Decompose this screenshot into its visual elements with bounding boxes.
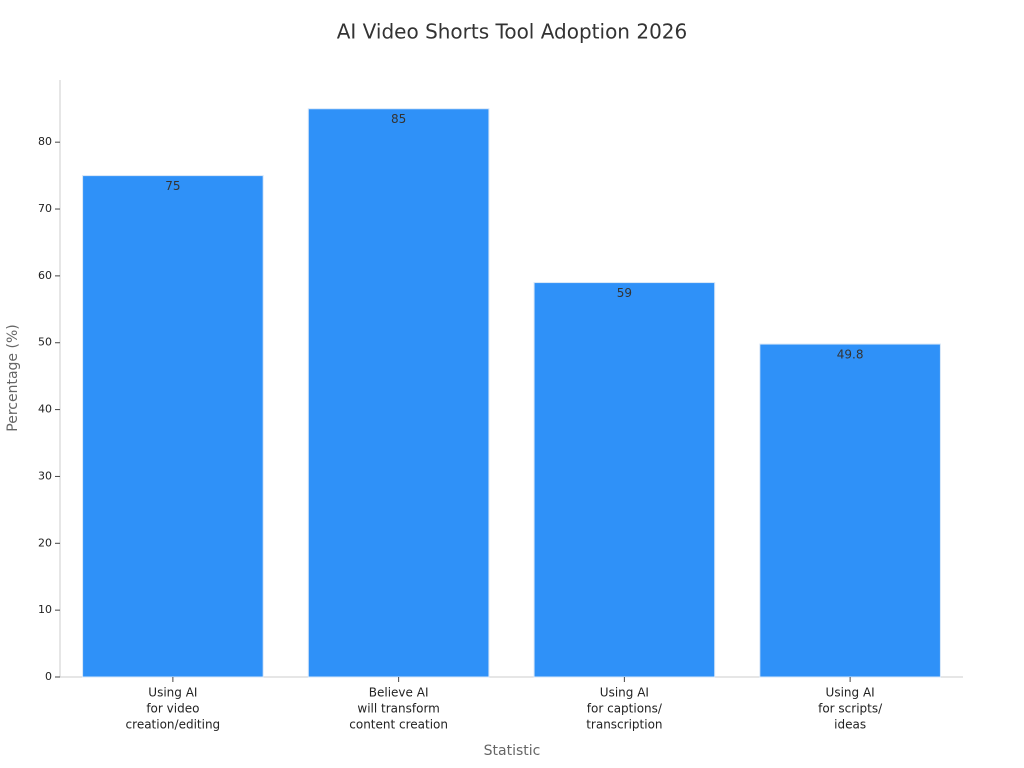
bar: [533, 282, 716, 678]
value-label: 59: [617, 286, 632, 300]
y-tick-label: 50: [38, 336, 52, 349]
x-tick-label: Using AI: [148, 686, 197, 700]
x-tick-label: for scripts/: [818, 702, 883, 716]
y-tick-label: 30: [38, 469, 52, 482]
x-tick-label: Believe AI: [369, 686, 429, 700]
x-tick-label: content creation: [349, 718, 448, 732]
x-tick-label: ideas: [834, 718, 866, 732]
y-tick-label: 60: [38, 269, 52, 282]
x-tick-label: for video: [146, 702, 199, 716]
y-axis-label: Percentage (%): [5, 324, 21, 431]
x-tick-label: Using AI: [826, 686, 875, 700]
x-tick-label: Using AI: [600, 686, 649, 700]
x-tick-label: for captions/: [587, 702, 663, 716]
x-axis-label: Statistic: [484, 743, 541, 759]
y-tick-label: 70: [38, 202, 52, 215]
y-tick-label: 20: [38, 536, 52, 549]
value-label: 49.8: [837, 348, 864, 362]
bar: [759, 343, 941, 678]
x-tick-label: creation/editing: [126, 718, 221, 732]
x-tick-label: will transform: [357, 702, 439, 716]
value-label: 75: [165, 179, 180, 193]
y-tick-label: 80: [38, 135, 52, 148]
chart-title: AI Video Shorts Tool Adoption 2026: [337, 20, 688, 44]
y-tick-label: 10: [38, 603, 52, 616]
bar: [307, 108, 490, 678]
bar: [82, 175, 264, 678]
value-label: 85: [391, 112, 406, 126]
y-tick-label: 40: [38, 403, 52, 416]
y-tick-label: 0: [45, 670, 52, 683]
x-tick-label: transcription: [586, 718, 662, 732]
